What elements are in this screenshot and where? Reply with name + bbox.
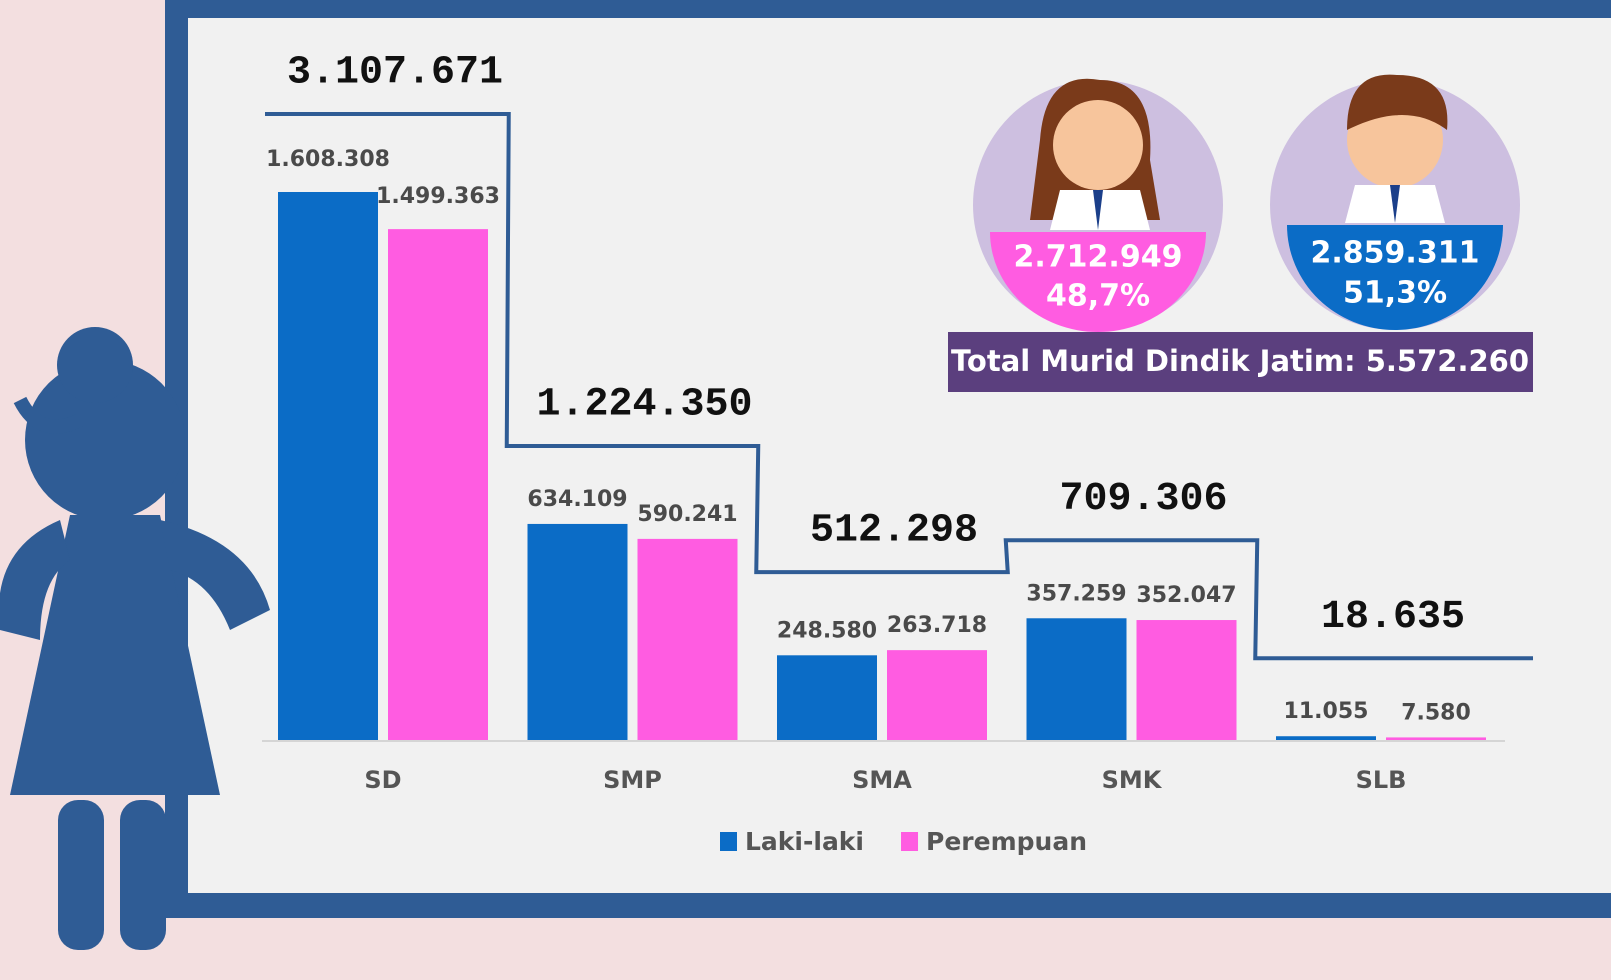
- legend-swatch: [720, 832, 737, 851]
- legend-swatch: [901, 832, 919, 851]
- bar: [1026, 618, 1127, 740]
- bar: [887, 650, 987, 740]
- value-label: 263.718: [887, 613, 987, 638]
- bar: [388, 229, 488, 740]
- male-count: 2.859.311: [1311, 236, 1480, 271]
- bar: [1386, 737, 1486, 740]
- x-tick-label: SMK: [1102, 766, 1163, 794]
- male-badge: 2.859.311 51,3%: [1270, 74, 1520, 330]
- value-label: 248.580: [777, 618, 877, 643]
- total-label: 3.107.671: [287, 51, 503, 96]
- total-label: 18.635: [1321, 595, 1465, 640]
- x-tick-label: SD: [364, 766, 401, 794]
- female-badge: 2.712.949 48,7%: [973, 78, 1223, 332]
- bar: [777, 655, 877, 740]
- teacher-icon: [0, 327, 270, 950]
- bar: [278, 192, 378, 740]
- legend-label: Perempuan: [926, 827, 1087, 856]
- value-label: 634.109: [527, 487, 627, 512]
- x-tick-label: SMA: [852, 766, 912, 794]
- value-label: 1.608.308: [266, 147, 390, 172]
- female-percent: 48,7%: [1046, 279, 1150, 314]
- value-label: 1.499.363: [376, 184, 500, 209]
- total-label: 1.224.350: [536, 383, 752, 428]
- value-label: 7.580: [1401, 700, 1471, 725]
- x-tick-label: SMP: [603, 766, 662, 794]
- total-step-line: [265, 112, 1533, 661]
- value-label: 357.259: [1026, 581, 1126, 606]
- value-label: 590.241: [637, 502, 737, 527]
- female-count: 2.712.949: [1014, 240, 1183, 275]
- bar: [637, 538, 738, 740]
- total-label: 709.306: [1059, 477, 1227, 522]
- bar: [1276, 736, 1376, 740]
- x-tick-label: SLB: [1356, 766, 1407, 794]
- legend-label: Laki-laki: [745, 827, 864, 856]
- bar: [527, 523, 628, 740]
- bar: [1136, 620, 1237, 740]
- total-box: [948, 332, 1533, 392]
- male-percent: 51,3%: [1343, 276, 1447, 311]
- total-label: 512.298: [810, 509, 978, 554]
- value-label: 11.055: [1284, 699, 1369, 724]
- total-text: Total Murid Dindik Jatim: 5.572.260: [951, 344, 1529, 378]
- value-label: 352.047: [1136, 583, 1236, 608]
